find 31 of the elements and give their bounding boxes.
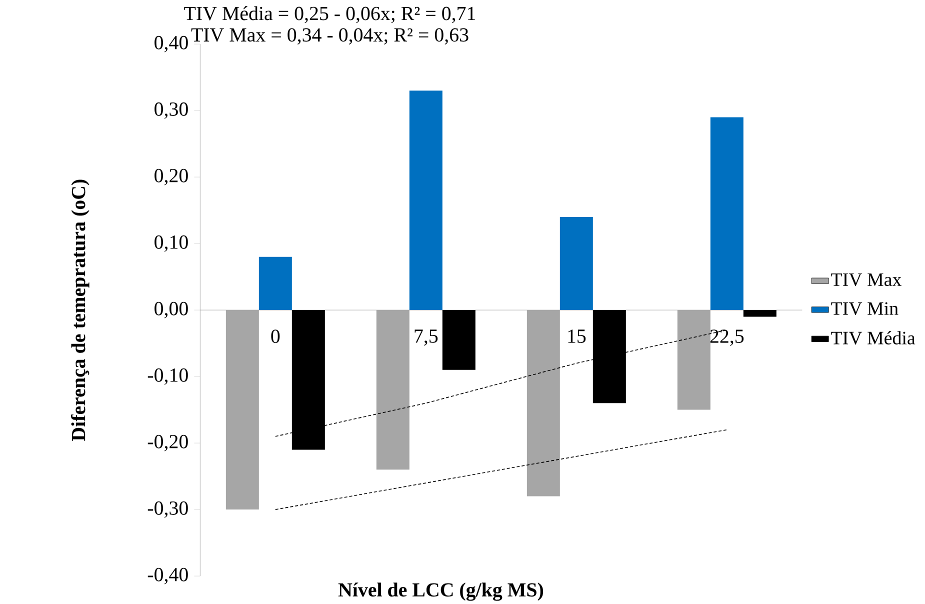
y-tick-label: -0,20 <box>148 434 188 452</box>
y-tick-label: -0,40 <box>148 568 188 584</box>
legend-label: TIV Média <box>831 331 916 345</box>
y-axis-title: Diferença de temepratura (oC) <box>71 180 90 441</box>
x-tick-label: 0 <box>271 330 280 344</box>
y-tick-label: 0,40 <box>154 36 188 52</box>
bar <box>560 216 593 310</box>
bar <box>743 310 776 317</box>
x-tick-label: 7,5 <box>414 330 438 346</box>
text: TIV Média = 0,25 - 0,06x; R² = 0,71 <box>184 6 476 24</box>
bar <box>226 310 259 510</box>
y-tick-label: 0,00 <box>154 302 188 318</box>
y-tick-label: 0,30 <box>154 102 188 119</box>
bar <box>442 310 476 370</box>
y-tick-label: -0,30 <box>148 501 188 518</box>
x-axis-title: Nível de LCC (g/kg MS) <box>338 582 544 601</box>
annotation: TIV Max = 0,34 - 0,04x; R² = 0,63 <box>191 28 468 44</box>
x-tick-label: 15 <box>568 330 586 343</box>
bar <box>710 117 744 310</box>
x-tick-label: 22,5 <box>710 330 744 346</box>
bar <box>409 90 442 310</box>
bar <box>526 310 560 496</box>
line-series <box>275 429 728 510</box>
bar <box>258 256 292 310</box>
y-tick-label: -0,10 <box>148 368 188 385</box>
legend-label: TIV Min <box>831 302 898 316</box>
y-tick-label: 0,20 <box>154 168 188 186</box>
bar <box>677 310 710 410</box>
bar <box>376 310 410 470</box>
legend-label: TIV Max <box>831 273 902 286</box>
y-tick-label: 0,10 <box>154 235 188 252</box>
